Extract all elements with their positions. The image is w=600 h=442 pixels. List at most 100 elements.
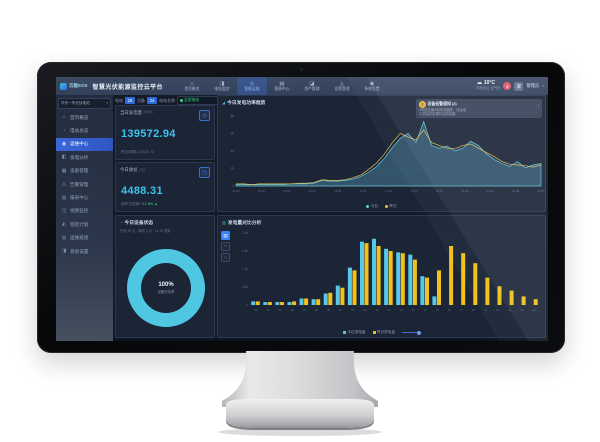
- svg-text:24:00: 24:00: [538, 189, 545, 193]
- top-nav-item[interactable]: ◉ 系统设置: [357, 77, 387, 95]
- stand-base: [226, 399, 374, 428]
- kpi-detail-button[interactable]: ◳: [199, 167, 210, 178]
- top-nav-item[interactable]: ◎ 智能运维: [236, 77, 267, 95]
- alert-line: 人员及时处理并反馈结果。: [419, 111, 459, 116]
- sidebar-item[interactable]: ▦ 设备管理: [56, 165, 113, 178]
- kpi-footer-prefix: 较昨日同期: [121, 202, 141, 206]
- alarm-badge[interactable]: 3: [503, 82, 512, 90]
- station-count-label: 电站: [115, 97, 123, 103]
- device-count-label: 设备: [137, 97, 145, 103]
- svg-text:14: 14: [424, 308, 428, 312]
- svg-text:04:00: 04:00: [283, 189, 290, 193]
- legend-label: 昨日: [389, 204, 397, 208]
- svg-text:2k: 2k: [231, 167, 235, 171]
- kpi-detail-button[interactable]: ◷: [199, 110, 210, 121]
- power-line-chart[interactable]: 0 2k 4k 6k 8k 00:00 02:00 04:00 06:00 08:00 10:00 1…: [220, 110, 545, 202]
- svg-text:00: 00: [254, 308, 258, 312]
- page-title: 智慧光伏能源监控云平台: [92, 84, 163, 91]
- svg-text:05: 05: [315, 308, 319, 312]
- top-nav-item[interactable]: ⌂ 首页概览: [177, 77, 207, 95]
- svg-text:10: 10: [375, 308, 379, 312]
- alert-toast[interactable]: ! 设备告警通知 (2) › 3号逆变器A相电流越限，请运维 人员及时处理并反馈…: [416, 99, 542, 119]
- bar-chart-icon: ▥: [222, 220, 226, 225]
- avatar[interactable]: 李: [514, 81, 524, 91]
- nav-item-label: 告警管理: [334, 86, 350, 91]
- nav-item-label: 智能运维: [244, 86, 260, 91]
- svg-text:6k: 6k: [231, 132, 235, 136]
- svg-text:0.6k: 0.6k: [242, 285, 248, 289]
- station-select-value: 华东一号光伏电站: [61, 100, 90, 105]
- sidebar-item-label: 系统设置: [70, 248, 89, 254]
- sidebar-item[interactable]: ◭ 巡检计划: [56, 218, 113, 231]
- energy-compare-panel: ▥ 发电量对比分析 ▤ ◠ ○ 0 0.6k 1.2k 1.8k 2.4k 00 01 02 0…: [217, 215, 546, 338]
- top-nav-item[interactable]: ◬ 告警管理: [327, 77, 357, 95]
- sidebar-item[interactable]: ◧ 发电分析: [56, 151, 113, 164]
- sidebar-item-label: 电站总览: [70, 128, 89, 134]
- line-view-button[interactable]: ◠: [221, 242, 230, 251]
- stand-neck: [222, 351, 378, 407]
- svg-text:02:00: 02:00: [258, 189, 265, 193]
- sidebar-item-label: 视频监控: [70, 208, 89, 214]
- station-select[interactable]: 华东一号光伏电站 ▾: [58, 97, 111, 109]
- sidebar-item-icon: ⌂: [62, 115, 66, 121]
- kpi-card-revenue: 今日收益 (元) ◳ 4488.31 较昨日同期 +12.8% ▲: [115, 162, 215, 212]
- alert-more-icon[interactable]: ›: [537, 101, 539, 107]
- legend-item[interactable]: 昨日: [385, 204, 397, 209]
- nav-item-icon: ◬: [339, 80, 345, 87]
- station-name-label: 电站名称: [159, 97, 175, 103]
- legend-item[interactable]: 昨日发电量: [372, 330, 395, 335]
- donut-center-label: 设备在线率: [157, 290, 175, 294]
- nav-item-label: 系统设置: [364, 86, 380, 91]
- svg-text:17: 17: [460, 308, 464, 312]
- legend-swatch: [343, 331, 347, 334]
- monitor-bezel: 云能EOS 智慧光伏能源监控云平台 ⌂ 首页概览 ◨ 电站监控: [37, 62, 565, 353]
- logo-icon: [60, 82, 67, 90]
- svg-text:10:00: 10:00: [360, 189, 367, 193]
- top-nav-item[interactable]: ▤ 报表中心: [267, 77, 297, 95]
- top-nav-item[interactable]: ◪ 资产管理: [297, 77, 327, 95]
- sidebar-item[interactable]: ◉ 运维中心: [56, 137, 113, 152]
- sidebar-item-icon: ▦: [61, 168, 67, 174]
- online-rate-donut[interactable]: 100% 设备在线率: [127, 249, 205, 327]
- bar-view-button[interactable]: ▤: [221, 231, 230, 240]
- svg-text:11: 11: [388, 308, 391, 312]
- sidebar-item-label: 运维中心: [70, 141, 89, 147]
- logo-text: 云能EOS: [69, 83, 88, 88]
- energy-bar-chart[interactable]: 0 0.6k 1.2k 1.8k 2.4k 00 01 02 03 04 05 06 07 08 09 10 1…: [232, 229, 545, 325]
- svg-text:08:00: 08:00: [334, 189, 341, 193]
- legend-item[interactable]: 今日发电量: [343, 330, 366, 335]
- sidebar-item[interactable]: ◍ 运维班组: [56, 232, 113, 245]
- nav-item-icon: ◉: [369, 80, 375, 87]
- chevron-down-icon[interactable]: ▾: [542, 84, 544, 88]
- svg-text:13: 13: [412, 308, 416, 312]
- data-zoom-slider[interactable]: [401, 330, 421, 334]
- panel-title: 今日发电功率趋势: [227, 101, 266, 106]
- weather-widget[interactable]: ☁ 10°C 晴转多云 空气优: [476, 80, 500, 91]
- sidebar-item-label: 首页概览: [70, 114, 89, 120]
- nav-item-icon: ▤: [279, 80, 285, 87]
- legend-item[interactable]: 今日: [366, 204, 378, 209]
- sidebar-item[interactable]: ◨ 系统设置: [56, 245, 113, 258]
- donut-chart-icon: ◔: [120, 220, 123, 225]
- svg-text:14:00: 14:00: [410, 189, 417, 193]
- kpi-footer: 较昨日同期 +12.8% ▲: [121, 202, 158, 207]
- refresh-button[interactable]: ○: [221, 253, 230, 262]
- panel-subtitle: 在线 26 台 · 离线 0 台 · 14:30 更新: [120, 229, 171, 233]
- sidebar-item[interactable]: ◫ 视频监控: [56, 205, 113, 218]
- bar-chart-legend: 今日发电量 昨日发电量: [218, 330, 545, 335]
- nav-item-label: 电站监控: [214, 86, 230, 91]
- kpi-unit: (kWh): [143, 110, 153, 114]
- sidebar-item[interactable]: ▤ 报表中心: [56, 191, 113, 204]
- monitor-stand: [218, 351, 382, 436]
- sidebar-item[interactable]: ⌂ 首页概览: [56, 111, 113, 124]
- svg-text:19: 19: [484, 308, 488, 312]
- svg-text:20: 20: [496, 308, 500, 312]
- top-nav-item[interactable]: ◨ 电站监控: [207, 77, 237, 95]
- svg-text:1.8k: 1.8k: [242, 249, 248, 253]
- svg-text:00:00: 00:00: [233, 189, 240, 193]
- sidebar-item-icon: ◬: [62, 182, 66, 188]
- legend-label: 昨日发电量: [377, 330, 395, 334]
- sidebar-item[interactable]: ◔ 电站总览: [56, 124, 113, 137]
- sidebar-item[interactable]: ◬ 告警管理: [56, 178, 113, 191]
- svg-text:22:00: 22:00: [512, 189, 519, 193]
